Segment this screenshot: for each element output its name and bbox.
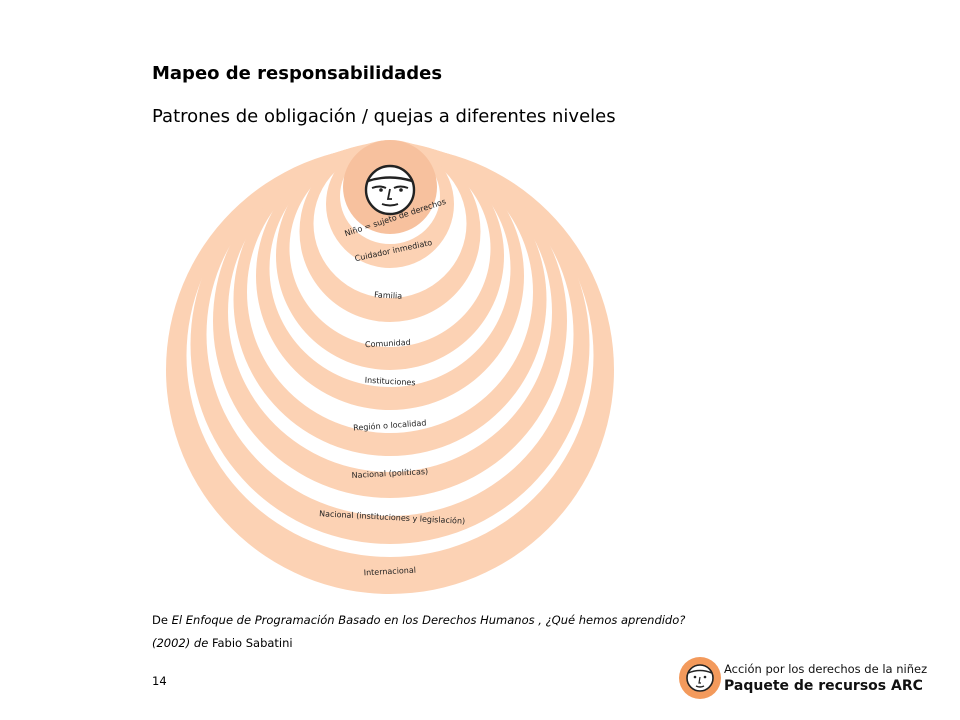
- source-caption: De El Enfoque de Programación Basado en …: [152, 609, 832, 655]
- page-subtitle: Patrones de obligación / quejas a difere…: [152, 106, 616, 127]
- logo-line-1: Acción por los derechos de la niñez: [724, 662, 928, 676]
- ring-label-7: Nacional (políticas): [351, 467, 428, 480]
- caption-year: (2002): [152, 636, 191, 650]
- ring-label-9: Internacional: [364, 566, 417, 578]
- caption-prefix: De: [152, 613, 172, 627]
- caption-author: Fabio Sabatini: [211, 636, 293, 650]
- ring-label-5: Instituciones: [365, 376, 416, 388]
- ring-label-3: Familia: [374, 290, 403, 300]
- ring-label-4: Comunidad: [365, 338, 411, 349]
- caption-by: de: [190, 636, 212, 650]
- face-logo-icon: [679, 657, 721, 699]
- caption-work-title: El Enfoque de Programación Basado en los…: [171, 613, 686, 627]
- page-title: Mapeo de responsabilidades: [152, 63, 443, 84]
- page-number: 14: [152, 674, 167, 688]
- rings-group: [166, 140, 614, 594]
- child-face-icon: [364, 164, 416, 216]
- logo-line-2: Paquete de recursos ARC: [724, 678, 923, 694]
